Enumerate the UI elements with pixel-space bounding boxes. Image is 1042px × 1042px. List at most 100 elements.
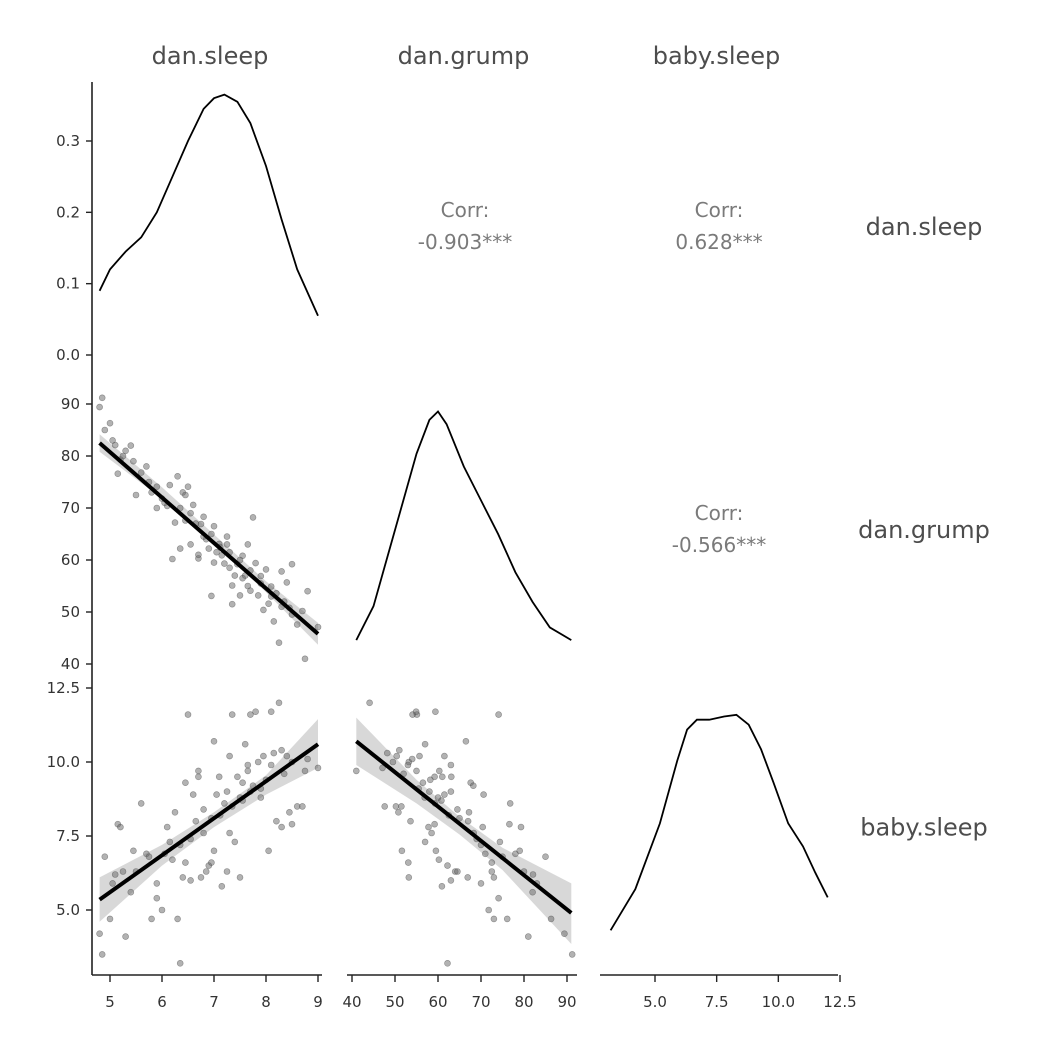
x-tick-label: 8 bbox=[261, 993, 271, 1011]
scatter-point bbox=[529, 888, 536, 896]
scatter-point bbox=[143, 463, 150, 470]
scatter-point bbox=[383, 749, 391, 757]
x-tick-label: 5.0 bbox=[643, 993, 667, 1011]
scatter-point bbox=[210, 737, 218, 745]
scatter-point bbox=[137, 800, 145, 807]
scatter-point bbox=[231, 838, 239, 846]
scatter-point bbox=[421, 740, 429, 748]
scatter-point bbox=[412, 708, 420, 716]
scatter-point bbox=[200, 829, 207, 837]
scatter-point bbox=[106, 915, 114, 923]
scatter-point bbox=[419, 779, 427, 787]
scatter-point bbox=[273, 817, 280, 825]
regression-line bbox=[355, 739, 573, 915]
scatter-point bbox=[226, 829, 233, 837]
scatter-point bbox=[366, 699, 373, 707]
scatter-point bbox=[244, 541, 252, 548]
scatter-point bbox=[464, 817, 472, 825]
column-label-dan-sleep: dan.sleep bbox=[152, 42, 269, 70]
scatter-point bbox=[228, 711, 236, 718]
y-tick-label: 0.1 bbox=[56, 275, 80, 293]
scatter-point bbox=[122, 933, 129, 940]
scatter-point bbox=[529, 871, 537, 878]
column-label-baby-sleep: baby.sleep bbox=[653, 42, 781, 70]
y-tick-label: 10.0 bbox=[47, 753, 80, 771]
scatter-point bbox=[221, 800, 228, 807]
scatter-point bbox=[189, 501, 197, 509]
scatter-point bbox=[270, 618, 278, 625]
scatter-point bbox=[226, 564, 233, 572]
x-tick-label: 40 bbox=[342, 993, 361, 1011]
scatter-point bbox=[381, 803, 389, 810]
x-tick-label: 12.5 bbox=[823, 993, 856, 1011]
scatter-point bbox=[438, 882, 446, 890]
scatter-point bbox=[488, 868, 496, 875]
scatter-point bbox=[438, 773, 446, 781]
scatter-point bbox=[239, 779, 246, 787]
scatter-point bbox=[405, 874, 413, 881]
scatter-point bbox=[314, 764, 322, 772]
scatter-point bbox=[130, 457, 137, 465]
scatter-point bbox=[490, 915, 498, 923]
scatter-point bbox=[428, 829, 435, 837]
scatter-point bbox=[542, 853, 549, 861]
scatter-point bbox=[239, 574, 246, 582]
scatter-point bbox=[434, 794, 442, 801]
scatter-point bbox=[398, 803, 405, 810]
scatter-point bbox=[236, 592, 244, 599]
scatter-point bbox=[275, 699, 283, 707]
scatter-point bbox=[267, 708, 275, 716]
scatter-point bbox=[241, 740, 249, 748]
x-tick-label: 50 bbox=[385, 993, 404, 1011]
scatter-point bbox=[301, 767, 309, 775]
scatter-point bbox=[444, 862, 451, 869]
scatter-point bbox=[265, 847, 272, 855]
scatter-point bbox=[98, 394, 106, 402]
y-tick-label: 0.0 bbox=[56, 346, 80, 364]
scatter-point bbox=[163, 823, 171, 831]
scatter-point bbox=[234, 773, 241, 781]
scatter-point bbox=[244, 761, 252, 769]
scatter-point bbox=[464, 874, 472, 881]
scatter-point bbox=[488, 859, 496, 866]
scatter-point bbox=[153, 504, 161, 512]
scatter-point bbox=[444, 959, 451, 967]
scatter-point bbox=[208, 859, 215, 866]
scatter-point bbox=[568, 951, 576, 958]
scatter-point bbox=[166, 481, 174, 489]
scatter-point bbox=[404, 859, 412, 866]
scatter-point bbox=[431, 820, 438, 828]
scatter-point bbox=[496, 838, 504, 846]
scatter-point bbox=[101, 853, 109, 861]
scatter-point bbox=[267, 761, 275, 769]
scatter-point bbox=[174, 472, 181, 480]
scatter-point bbox=[480, 791, 487, 798]
scatter-point bbox=[286, 808, 293, 816]
scatter-point bbox=[223, 788, 231, 795]
y-tick-label: 80 bbox=[61, 447, 80, 465]
scatter-point bbox=[524, 933, 532, 940]
corr-label: Corr: bbox=[441, 198, 490, 222]
scatter-point bbox=[265, 600, 272, 608]
scatter-point bbox=[404, 761, 412, 769]
scatter-point bbox=[260, 606, 267, 614]
scatter-point bbox=[416, 752, 423, 760]
scatter-point bbox=[283, 752, 291, 760]
scatter-point bbox=[262, 566, 270, 573]
scatter-point bbox=[176, 545, 184, 552]
scatter-point bbox=[479, 823, 487, 831]
row-label-dan-grump: dan.grump bbox=[858, 516, 990, 544]
scatter-point bbox=[260, 752, 267, 760]
scatter-point bbox=[218, 882, 226, 890]
scatter-point bbox=[392, 803, 400, 810]
scatter-point bbox=[122, 447, 129, 455]
x-tick-label: 7.5 bbox=[705, 993, 729, 1011]
scatter-point bbox=[106, 419, 114, 427]
scatter-point bbox=[215, 773, 223, 781]
scatter-point bbox=[127, 888, 135, 896]
scatter-point bbox=[182, 779, 189, 787]
x-tick-label: 60 bbox=[428, 993, 447, 1011]
scatter-point bbox=[200, 513, 207, 521]
scatter-point bbox=[174, 915, 181, 923]
